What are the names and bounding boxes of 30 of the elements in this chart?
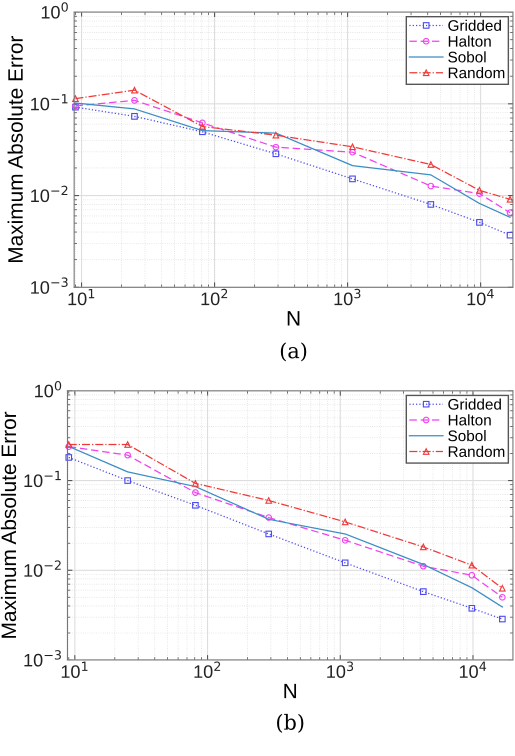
legend-label: Gridded	[448, 398, 501, 410]
text: (a)	[280, 342, 306, 362]
x-tick-label: 10$^{4}$	[468, 288, 494, 306]
x-axis-title: N	[288, 311, 300, 326]
legend-label: Gridded	[448, 20, 501, 31]
legend-label: Halton	[448, 414, 491, 426]
x-tick-label: 10$^{1}$	[62, 662, 88, 678]
x-tick-label: 10$^{4}$	[460, 662, 486, 678]
x-tick-label: 10$^{2}$	[194, 662, 220, 678]
y-tick-label: 10$^{−1}$	[31, 94, 68, 110]
y-tick-label: 10$^{0}$	[42, 2, 68, 19]
y-axis-title: Maximum Absolute Error	[8, 36, 23, 262]
x-tick-label: 10$^{1}$	[68, 288, 94, 306]
legend-label: Sobol	[448, 51, 486, 62]
y-tick-label: 10$^{−2}$	[24, 560, 61, 577]
y-tick-label: 10$^{−2}$	[31, 186, 68, 202]
x-tick-label: 10$^{2}$	[202, 288, 228, 306]
x-tick-label: 10$^{3}$	[327, 662, 354, 678]
y-tick-label: 10$^{−1}$	[24, 470, 61, 488]
text: (b)	[277, 714, 304, 733]
legend-label: Halton	[448, 36, 491, 47]
legend-label: Random	[448, 67, 504, 78]
x-tick-label: 10$^{3}$	[334, 288, 360, 306]
legend-label: Random	[448, 446, 504, 458]
legend-label: Sobol	[448, 430, 486, 442]
y-tick-label: 10$^{−3}$	[24, 650, 61, 667]
y-axis-title: Maximum Absolute Error	[0, 412, 16, 638]
y-tick-label: 10$^{0}$	[35, 380, 62, 398]
x-axis-title: N	[284, 684, 296, 698]
y-tick-label: 10$^{−3}$	[31, 277, 68, 294]
